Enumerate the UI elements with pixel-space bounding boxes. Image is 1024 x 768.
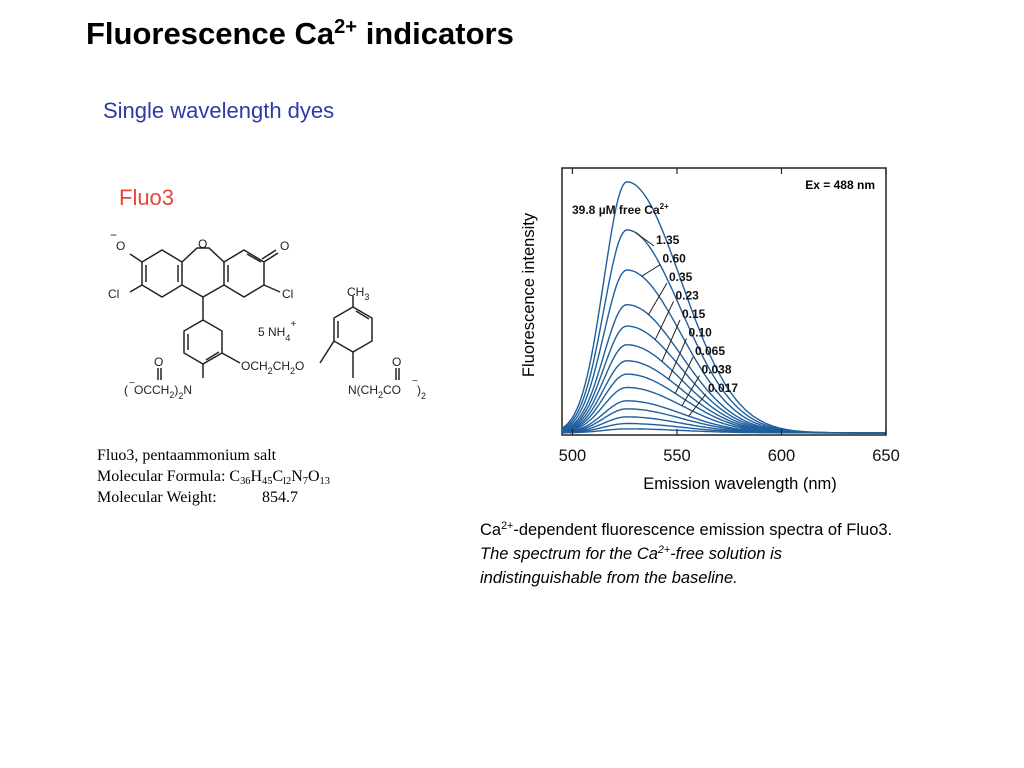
formula-cl: C [272, 468, 284, 485]
series-label-7: 0.065 [695, 344, 725, 358]
figure-caption: Ca2+-dependent fluorescence emission spe… [480, 518, 1010, 590]
x-axis-label: Emission wavelength (nm) [643, 475, 837, 493]
x-tick-label-550: 550 [663, 447, 691, 465]
leader-line-8 [681, 375, 700, 407]
series-label-1: 1.35 [656, 233, 680, 247]
chlorine-left-label: Cl [108, 287, 119, 301]
leader-line-7 [674, 356, 694, 394]
compound-info: Fluo3, pentaammonium salt Molecular Form… [97, 445, 330, 508]
formula-o-count: 13 [319, 476, 330, 488]
weight-value: 854.7 [262, 489, 298, 506]
slide-title: Fluorescence Ca2+ indicators [86, 16, 514, 52]
caption-text-2b: -free solution is [670, 545, 783, 563]
ring-oxygen-label: O [198, 237, 207, 251]
formula-n: N [291, 468, 303, 485]
formula-c: C [229, 468, 241, 485]
ether-bridge-label: OCH2CH2O [241, 359, 304, 376]
weight-label: Molecular Weight: [97, 489, 217, 506]
compound-name: Fluo3, pentaammonium salt [97, 447, 277, 464]
caption-ca: Ca [480, 521, 502, 539]
left-acid-group: (OCCH2)2N [124, 383, 192, 401]
x-tick-label-500: 500 [559, 447, 587, 465]
leader-line-3 [648, 282, 668, 315]
formula-cl-count: l2 [283, 476, 292, 488]
leader-line-1 [634, 231, 655, 247]
excitation-annotation: Ex = 488 nm [805, 178, 875, 192]
keto-oxygen-label: O [280, 239, 289, 253]
carbonyl-oxygen-left: O [154, 355, 163, 369]
neg-sign-left: − [129, 378, 135, 389]
ammonium-label: 5 NH4+ [258, 319, 296, 343]
series-label-8: 0.038 [702, 363, 732, 377]
caption-text-1: -dependent fluorescence emission spectra… [513, 521, 893, 539]
caption-sup: 2+ [501, 520, 514, 533]
fluo3-structure-diagram: − O O O Cl Cl CH3 5 NH4+ OCH2CH2O O O − … [108, 228, 426, 401]
molecular-weight-row: Molecular Weight: 854.7 [97, 487, 330, 508]
right-acid-group: N(CH2CO)2 [348, 383, 426, 401]
x-tick-label-650: 650 [872, 447, 900, 465]
methyl-label: CH3 [347, 285, 369, 302]
y-axis-label: Fluorescence intensity [520, 212, 538, 377]
structure-bonds [129, 247, 400, 380]
caption-text-2a: The spectrum for the Ca [480, 545, 658, 563]
structure-labels: − O O O Cl Cl CH3 5 NH4+ OCH2CH2O O O − … [108, 228, 426, 401]
spectra-curves [561, 181, 886, 434]
caption-line-2: The spectrum for the Ca2+-free solution … [480, 542, 1010, 566]
leader-line-6 [668, 338, 687, 380]
caption-sup-2: 2+ [657, 544, 671, 557]
series-label-6: 0.10 [689, 326, 713, 340]
formula-o: O [307, 468, 320, 485]
caption-line-1: Ca2+-dependent fluorescence emission spe… [480, 518, 1010, 542]
formula-h-count: 45 [262, 476, 273, 488]
subtitle: Single wavelength dyes [103, 98, 335, 123]
series-label-5: 0.15 [682, 307, 706, 321]
x-tick-label-600: 600 [768, 447, 796, 465]
chlorine-right-label: Cl [282, 287, 293, 301]
leader-line-2 [641, 264, 661, 277]
series-label-4: 0.23 [676, 289, 700, 303]
title-superscript: 2+ [334, 15, 358, 38]
series-label-9: 0.017 [708, 381, 738, 395]
caption-line-3: indistinguishable from the baseline. [480, 569, 738, 587]
series-label-leaders [634, 231, 707, 417]
leader-line-9 [688, 393, 707, 417]
title-end: indicators [357, 16, 514, 51]
series-label-0: 39.8 µM free Ca2+ [572, 202, 669, 217]
series-label-2: 0.60 [663, 252, 687, 266]
neg-sign-right: − [412, 376, 418, 387]
plot-frame [561, 167, 887, 436]
title-text: Fluorescence Ca [86, 16, 335, 51]
x-axis-ticks: 500 550 600 650 [559, 168, 900, 465]
molecular-formula-row: Molecular Formula: C36H45Cl2N7O13 [97, 466, 330, 487]
emission-spectra-chart: 39.8 µM free Ca2+ 1.35 0.60 0.35 0.23 0.15 0.1… [520, 167, 900, 493]
series-labels: 39.8 µM free Ca2+ 1.35 0.60 0.35 0.23 0.15 0.1… [572, 202, 738, 395]
dye-name: Fluo3 [119, 185, 175, 210]
o-minus-label: O [116, 239, 125, 253]
formula-label: Molecular Formula: [97, 468, 230, 485]
spectrum-line-13 [562, 428, 886, 434]
formula-h: H [250, 468, 263, 485]
formula-n-count: 7 [302, 476, 308, 488]
leader-line-4 [654, 301, 674, 340]
carbonyl-oxygen-right: O [392, 355, 401, 369]
formula-c-count: 36 [240, 476, 251, 488]
neg-sign: − [110, 228, 117, 242]
leader-line-5 [661, 319, 681, 362]
series-label-3: 0.35 [669, 270, 693, 284]
